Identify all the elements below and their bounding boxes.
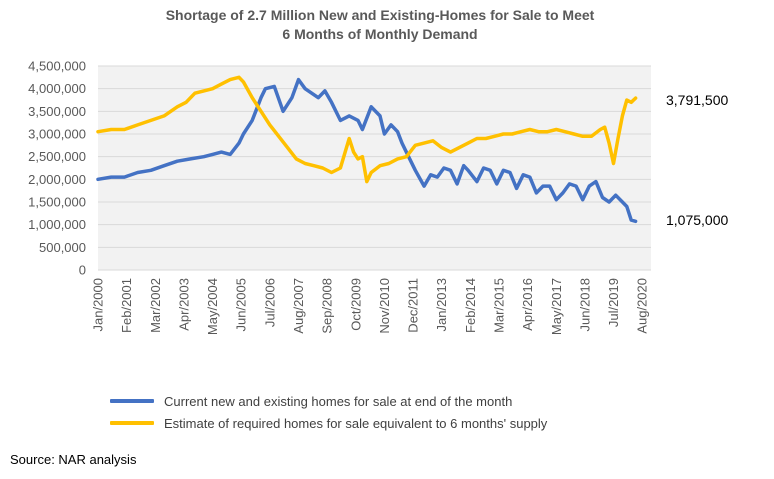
source-note: Source: NAR analysis [10, 452, 137, 467]
x-tick-label: Mar/2002 [148, 278, 163, 333]
y-tick-label: 1,500,000 [28, 195, 86, 210]
y-tick-label: 3,000,000 [28, 127, 86, 142]
x-axis-tick-labels: Jan/2000 Feb/2001 Mar/2002 Apr/2003 May/2004… [91, 278, 650, 335]
x-tick-label: Dec/2011 [406, 278, 421, 333]
x-tick-label: Jul/2006 [262, 278, 277, 327]
line-chart: 4,500,000 4,000,000 3,500,000 3,000,000 2,50… [28, 59, 651, 335]
legend-item-estimate: Estimate of required homes for sale equi… [110, 412, 547, 434]
x-tick-label: May/2004 [205, 278, 220, 335]
x-tick-label: Aug/2020 [635, 278, 650, 334]
legend-label-current: Current new and existing homes for sale … [164, 393, 513, 409]
chart-subtitle: 6 Months of Monthly Demand [282, 26, 478, 42]
legend-item-current: Current new and existing homes for sale … [110, 390, 547, 412]
x-tick-label: Jul/2019 [606, 278, 621, 327]
y-tick-label: 0 [79, 263, 86, 278]
x-tick-label: Apr/2003 [176, 278, 191, 331]
x-tick-label: Jun/2005 [234, 278, 249, 332]
x-tick-label: Aug/2007 [291, 278, 306, 334]
series-line-current-homes [96, 77, 638, 224]
series-line-required-homes [96, 75, 638, 184]
legend-swatch-yellow [110, 421, 154, 425]
x-tick-label: Feb/2001 [119, 278, 134, 333]
y-axis-tick-labels: 4,500,000 4,000,000 3,500,000 3,000,000 2,50… [28, 59, 86, 278]
y-tick-label: 4,000,000 [28, 81, 86, 96]
y-tick-label: 2,500,000 [28, 149, 86, 164]
y-tick-label: 2,000,000 [28, 172, 86, 187]
y-tick-label: 4,500,000 [28, 59, 86, 74]
x-tick-label: Sep/2008 [320, 278, 335, 334]
x-tick-label: Oct/2009 [348, 278, 363, 331]
x-tick-label: Jan/2013 [434, 278, 449, 332]
x-tick-label: Nov/2010 [377, 278, 392, 334]
x-tick-label: Mar/2015 [491, 278, 506, 333]
x-tick-label: Apr/2016 [520, 278, 535, 331]
x-tick-label: May/2017 [549, 278, 564, 335]
x-tick-label: Jan/2000 [91, 278, 106, 332]
x-tick-label: Feb/2014 [463, 278, 478, 333]
chart-title: Shortage of 2.7 Million New and Existing… [90, 6, 670, 44]
legend: Current new and existing homes for sale … [110, 390, 547, 434]
y-tick-label: 1,000,000 [28, 217, 86, 232]
series-2-end-label: 3,791,500 [666, 92, 729, 108]
y-tick-label: 500,000 [39, 240, 86, 255]
series-lines [96, 75, 638, 224]
chart-title-line1: Shortage of 2.7 Million New and Existing… [165, 7, 595, 23]
gridlines [98, 65, 651, 271]
y-tick-label: 3,500,000 [28, 104, 86, 119]
legend-label-estimate: Estimate of required homes for sale equi… [164, 415, 548, 431]
legend-swatch-blue [110, 399, 154, 403]
x-tick-label: Jun/2018 [577, 278, 592, 332]
series-1-end-label: 1,075,000 [666, 212, 729, 228]
